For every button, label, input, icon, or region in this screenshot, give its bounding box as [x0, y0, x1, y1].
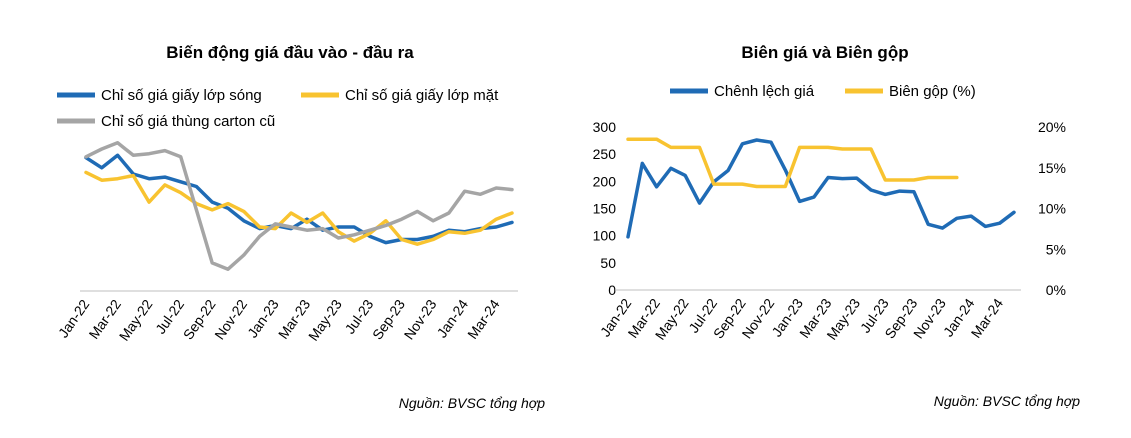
- y2-tick-label: 20%: [1038, 119, 1066, 135]
- series-line-0: [626, 138, 1016, 239]
- plot-lines: [84, 141, 514, 271]
- x-tick-label: May-23: [305, 296, 345, 344]
- x-tick-label: Nov-22: [211, 296, 250, 342]
- y-tick-label: 150: [593, 201, 617, 217]
- source-note: Nguồn: BVSC tổng hợp: [399, 395, 545, 411]
- y2-tick-label: 5%: [1046, 241, 1066, 257]
- series-line-0: [84, 153, 514, 245]
- series-line-1: [84, 170, 514, 246]
- y2-tick-label: 0%: [1046, 282, 1066, 298]
- legend-label-series-2: Chỉ số giá thùng carton cũ: [101, 113, 275, 130]
- chart-input-output-prices: Biến động giá đầu vào - đầu ra Chỉ số gi…: [55, 43, 545, 411]
- y-tick-labels-right: 0% 5% 10% 15% 20%: [1038, 119, 1066, 298]
- legend-label-series-1: Biên gộp (%): [889, 83, 976, 100]
- y-tick-label: 50: [600, 255, 616, 271]
- legend: Chênh lệch giá Biên gộp (%): [670, 83, 976, 100]
- y-tick-label: 100: [593, 228, 617, 244]
- x-tick-labels: Jan-22Mar-22May-22Jul-22Sep-22Nov-22Jan-…: [597, 295, 1006, 343]
- legend-label-series-1: Chỉ số giá giấy lớp mặt: [345, 87, 499, 104]
- y-tick-labels-left: 0 50 100 150 200 250 300: [593, 119, 617, 298]
- series-line-1: [626, 137, 959, 189]
- x-tick-label: Nov-23: [401, 296, 440, 342]
- legend-label-series-0: Chênh lệch giá: [714, 83, 815, 100]
- y-tick-label: 250: [593, 146, 617, 162]
- source-note: Nguồn: BVSC tổng hợp: [934, 393, 1080, 409]
- x-tick-labels: Jan-22Mar-22May-22Jul-22Sep-22Nov-22Jan-…: [55, 296, 503, 344]
- chart-price-spread-margin: Biên giá và Biên gộp Chênh lệch giá Biên…: [593, 43, 1081, 409]
- chart-title: Biên giá và Biên gộp: [741, 43, 908, 62]
- y-tick-label: 0: [608, 282, 616, 298]
- y-tick-label: 300: [593, 119, 617, 135]
- y-tick-label: 200: [593, 173, 617, 189]
- series-line-2: [84, 141, 514, 271]
- legend: Chỉ số giá giấy lớp sóng Chỉ số giá giấy…: [57, 87, 499, 130]
- y2-tick-label: 15%: [1038, 160, 1066, 176]
- chart-title: Biến động giá đầu vào - đầu ra: [166, 43, 414, 62]
- plot-lines: [626, 137, 1016, 239]
- x-tick-label: Mar-24: [464, 296, 503, 342]
- legend-label-series-0: Chỉ số giá giấy lớp sóng: [101, 87, 262, 104]
- y2-tick-label: 10%: [1038, 201, 1066, 217]
- x-tick-label: May-22: [116, 296, 156, 344]
